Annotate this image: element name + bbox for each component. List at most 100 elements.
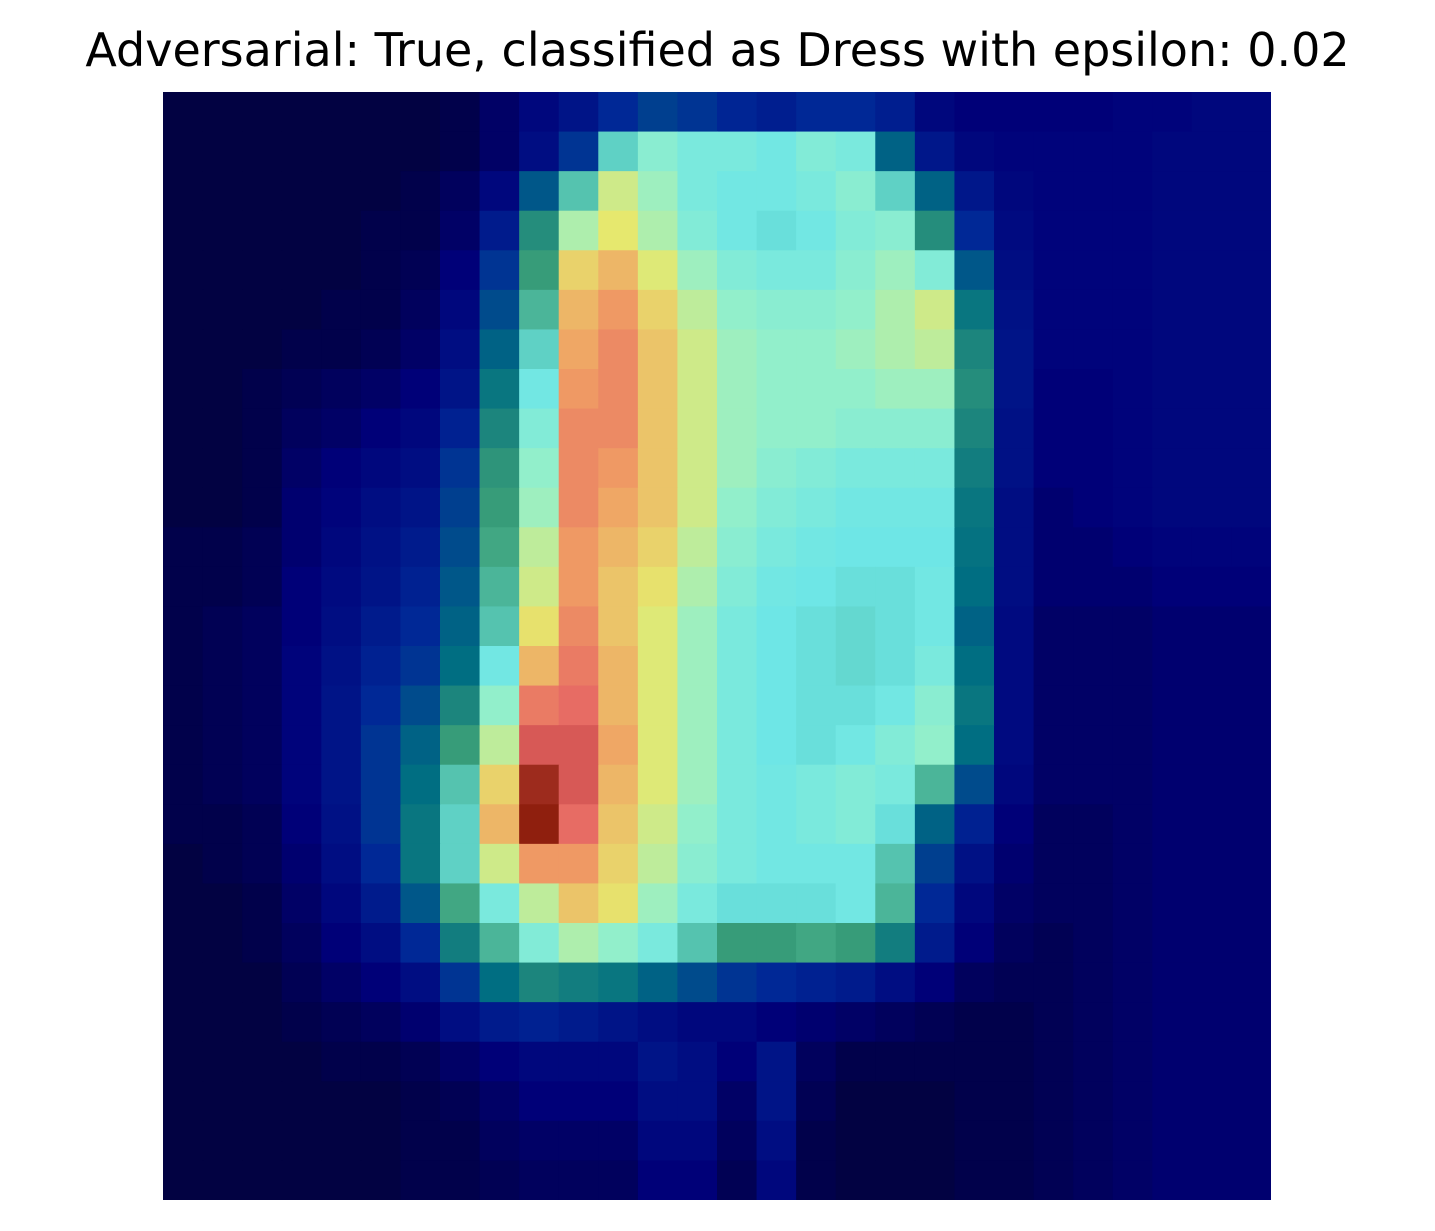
heatmap-cell <box>1033 1120 1074 1162</box>
heatmap-cell <box>1073 1081 1114 1122</box>
heatmap-cell <box>242 646 283 687</box>
heatmap-cell <box>717 408 758 449</box>
heatmap-cell <box>400 962 441 1003</box>
heatmap-cell <box>637 1002 679 1043</box>
heatmap-cell <box>796 408 837 449</box>
heatmap-cell <box>558 250 599 291</box>
heatmap-cell <box>1033 962 1074 1003</box>
heatmap-cell <box>1152 606 1193 647</box>
heatmap-cell <box>479 1160 520 1200</box>
heatmap-cell <box>994 329 1035 370</box>
heatmap-cell <box>875 646 916 687</box>
heatmap-cell <box>479 289 520 331</box>
heatmap-cell <box>242 804 283 845</box>
heatmap-cell <box>875 685 916 726</box>
heatmap-cell <box>1231 764 1271 805</box>
heatmap-cell <box>202 883 243 924</box>
heatmap-cell <box>242 369 283 410</box>
heatmap-cell <box>360 408 402 449</box>
heatmap-cell <box>954 329 995 370</box>
heatmap-cell <box>835 92 876 133</box>
heatmap-cell <box>1033 527 1074 568</box>
heatmap-cell <box>558 606 599 647</box>
heatmap-cell <box>954 883 995 924</box>
heatmap-cell <box>677 764 718 805</box>
heatmap-cell <box>1073 843 1114 885</box>
heatmap-cell <box>1231 606 1271 647</box>
heatmap-cell <box>1231 289 1271 331</box>
heatmap-cell <box>796 923 837 964</box>
heatmap-cell <box>796 289 837 331</box>
heatmap-cell <box>360 606 402 647</box>
heatmap-cell <box>519 685 560 726</box>
heatmap-cell <box>756 1041 797 1082</box>
heatmap-cell <box>558 646 599 687</box>
heatmap-cell <box>717 883 758 924</box>
heatmap-cell <box>1152 1120 1193 1162</box>
heatmap-cell <box>558 487 599 528</box>
heatmap-cell <box>1191 289 1233 331</box>
heatmap-cell <box>1112 369 1153 410</box>
heatmap-cell <box>281 646 322 687</box>
heatmap-cell <box>1112 131 1153 172</box>
heatmap-cell <box>637 883 679 924</box>
heatmap-cell <box>1033 329 1074 370</box>
heatmap-cell <box>558 1002 599 1043</box>
heatmap-cell <box>558 329 599 370</box>
heatmap-cell <box>1191 883 1233 924</box>
heatmap-cell <box>994 210 1035 251</box>
heatmap-cell <box>1152 1081 1193 1122</box>
heatmap-cell <box>598 1041 639 1082</box>
heatmap-cell <box>1073 131 1114 172</box>
heatmap-cell <box>242 408 283 449</box>
heatmap-cell <box>163 1002 204 1043</box>
heatmap-cell <box>400 527 441 568</box>
heatmap-cell <box>321 606 362 647</box>
heatmap-cell <box>637 408 679 449</box>
heatmap-cell <box>202 1002 243 1043</box>
heatmap-cell <box>202 923 243 964</box>
heatmap-cell <box>1073 725 1114 766</box>
heatmap-cell <box>479 685 520 726</box>
heatmap-cell <box>440 962 481 1003</box>
heatmap-cell <box>1073 527 1114 568</box>
heatmap-cell <box>360 527 402 568</box>
heatmap-cell <box>756 962 797 1003</box>
heatmap-cell <box>914 883 956 924</box>
heatmap-cell <box>163 804 204 845</box>
heatmap-cell <box>281 448 322 489</box>
heatmap-cell <box>756 131 797 172</box>
heatmap-cell <box>479 369 520 410</box>
heatmap-cell <box>519 962 560 1003</box>
heatmap-cell <box>1152 646 1193 687</box>
heatmap-cell <box>1191 1041 1233 1082</box>
heatmap-cell <box>1191 1160 1233 1200</box>
heatmap-cell <box>1112 1081 1153 1122</box>
heatmap-cell <box>914 369 956 410</box>
heatmap-cell <box>914 1120 956 1162</box>
heatmap-cell <box>400 646 441 687</box>
heatmap-cell <box>637 606 679 647</box>
heatmap-cell <box>875 210 916 251</box>
heatmap-cell <box>558 289 599 331</box>
heatmap-cell <box>519 487 560 528</box>
heatmap-cell <box>835 843 876 885</box>
heatmap-cell <box>202 646 243 687</box>
heatmap-cell <box>1112 1041 1153 1082</box>
heatmap-cell <box>1231 804 1271 845</box>
heatmap-cell <box>717 250 758 291</box>
heatmap-cell <box>1033 408 1074 449</box>
heatmap-cell <box>242 1120 283 1162</box>
heatmap-cell <box>835 171 876 212</box>
heatmap-cell <box>796 171 837 212</box>
heatmap-cell <box>637 131 679 172</box>
heatmap-cell <box>1231 1160 1271 1200</box>
heatmap-cell <box>598 843 639 885</box>
heatmap-cell <box>360 1002 402 1043</box>
heatmap-cell <box>1033 764 1074 805</box>
heatmap-cell <box>598 448 639 489</box>
heatmap-cell <box>1112 210 1153 251</box>
heatmap-cell <box>281 962 322 1003</box>
heatmap-cell <box>400 725 441 766</box>
heatmap-cell <box>1073 408 1114 449</box>
